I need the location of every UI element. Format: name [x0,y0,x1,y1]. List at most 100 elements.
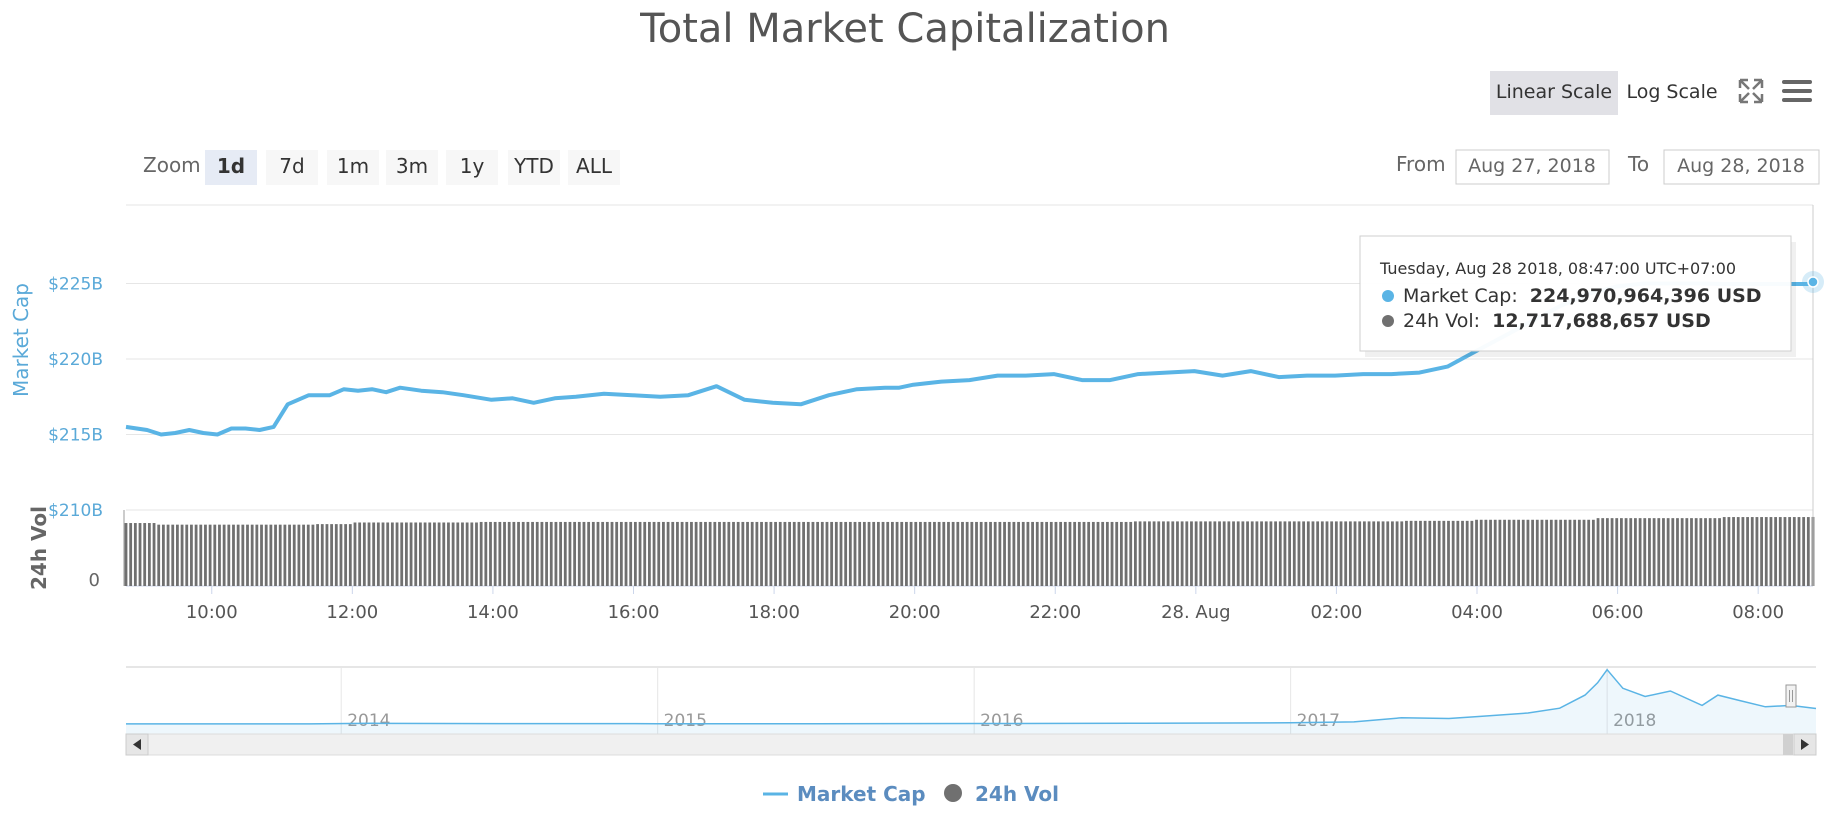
linear-scale-button-bg[interactable] [1490,71,1618,115]
log-scale-label[interactable]: Log Scale [1626,81,1717,103]
scrollbar[interactable] [125,733,1817,756]
zoom-button-bg[interactable] [327,150,379,185]
legend-item-volume[interactable]: 24h Vol [944,782,1059,806]
volume-bar [1690,518,1693,586]
zoom-button-1y[interactable]: 1y [446,150,498,185]
volume-bar [633,521,637,586]
volume-bar [1755,517,1759,586]
volume-bar [1750,517,1754,586]
x-axis-ticks: 10:00 12:00 14:00 16:00 18:00 20:00 22:00 28. A… [186,586,1784,623]
volume-bar [577,521,581,586]
volume-bar [1087,521,1091,586]
tooltip-header: Tuesday, Aug 28 2018, 08:47:00 UTC+07:00 [1379,259,1736,278]
volume-bar [1732,517,1735,586]
volume-bar [232,524,235,586]
volume-bar [1545,519,1549,586]
volume-bar [890,521,894,586]
zoom-button-7d[interactable]: 7d [266,150,318,185]
volume-bar [1376,521,1380,586]
navigator-handle[interactable] [1785,684,1797,708]
zoom-button-3m[interactable]: 3m [386,150,438,185]
menu-icon[interactable] [1782,80,1812,102]
x-tick-label: 12:00 [326,602,378,623]
volume-bar [596,521,600,586]
zoom-button-1d[interactable]: 1d [205,150,257,185]
volume-bar [699,521,703,586]
volume-bar [862,521,866,586]
to-date-input[interactable] [1663,149,1820,185]
zoom-button-bg[interactable] [386,150,438,185]
volume-bar [732,521,735,586]
volume-bar [1591,519,1595,586]
fullscreen-icon[interactable] [1738,78,1764,104]
navigator-area [126,669,1816,734]
zoom-button-bg[interactable] [446,150,498,185]
volume-bar [1563,519,1567,586]
zoom-button-ytd[interactable]: YTD [508,150,560,185]
volume-bar [788,521,791,586]
volume-bar [956,521,960,586]
navigator-year-label: 2014 [347,711,390,731]
volume-bar [1582,519,1586,586]
volume-bar [657,521,661,586]
navigator[interactable]: 2014 2015 2016 2017 2018 [126,666,1817,734]
tooltip-marketcap-value: 224,970,964,396 USD [1530,285,1762,307]
linear-scale-button[interactable]: Linear Scale [1490,71,1618,115]
scrollbar-track[interactable] [125,733,1817,756]
volume-bar [1367,521,1371,586]
volume-bar [199,524,203,586]
volume-bar [783,521,787,586]
volume-bar [839,521,843,586]
zoom-label: Zoom [143,153,201,177]
y-tick-label: $220B [48,350,103,370]
volume-bar [1185,521,1189,586]
volume-bar [1166,521,1170,586]
volume-bar [1288,521,1292,586]
volume-bar [1465,520,1469,586]
zoom-button-1m[interactable]: 1m [327,150,379,185]
volume-bar [1227,521,1231,586]
volume-bar [942,521,946,586]
log-scale-button[interactable]: Log Scale [1626,81,1717,103]
volume-bar [993,521,997,586]
legend-item-market-cap[interactable]: Market Cap [763,782,926,806]
volume-bar [185,524,189,586]
volume-bar [1521,519,1525,586]
volume-bar [1559,519,1563,586]
volume-bar [1003,521,1006,586]
volume-bar [1573,519,1577,586]
zoom-button-bg[interactable] [568,150,620,185]
volume-bar [886,521,890,586]
volume-bar [1325,521,1329,586]
scrollbar-thumb[interactable] [1783,734,1793,755]
zoom-button-bg[interactable] [266,150,318,185]
from-date-input[interactable] [1455,149,1610,185]
volume-bar [610,521,614,586]
zoom-button-bg[interactable] [508,150,560,185]
from-date-value: Aug 27, 2018 [1468,155,1596,177]
x-tick-label: 28. Aug [1161,602,1231,623]
volume-bar [489,521,492,586]
volume-bar [1105,521,1109,586]
volume-bar [549,521,553,586]
zoom-button-all[interactable]: ALL [568,150,620,185]
legend-label: Market Cap [797,782,926,806]
volume-bar [1068,521,1072,586]
volume-bar [348,524,352,586]
volume-bar [1162,521,1165,586]
volume-bar [180,524,184,586]
volume-bar [1204,521,1207,586]
volume-bar [1091,521,1095,586]
y-tick-label: $215B [48,426,103,446]
volume-bar [685,521,689,586]
volume-bar [152,523,156,586]
volume-bar [1657,518,1661,586]
zoom-button-bg[interactable] [205,150,257,185]
volume-bar [339,524,343,586]
volume-bar [1802,517,1806,586]
volume-bar [1353,521,1357,586]
volume-bar [358,522,362,586]
volume-bar [194,524,198,586]
volume-bar [1428,520,1432,586]
